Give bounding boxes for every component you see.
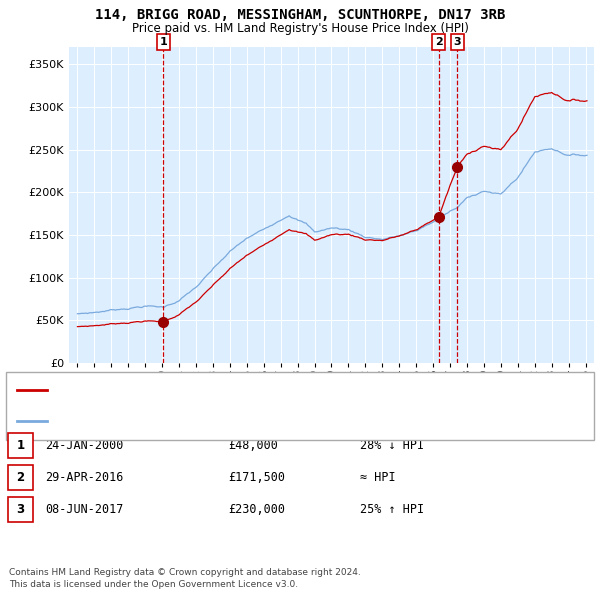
Text: 3: 3: [454, 37, 461, 47]
Text: 2: 2: [435, 37, 443, 47]
Text: HPI: Average price, detached house, North Lincolnshire: HPI: Average price, detached house, Nort…: [53, 416, 341, 426]
Text: 114, BRIGG ROAD, MESSINGHAM, SCUNTHORPE, DN17 3RB: 114, BRIGG ROAD, MESSINGHAM, SCUNTHORPE,…: [95, 8, 505, 22]
Text: £171,500: £171,500: [228, 471, 285, 484]
Text: £48,000: £48,000: [228, 439, 278, 452]
Text: 28% ↓ HPI: 28% ↓ HPI: [360, 439, 424, 452]
Text: Contains HM Land Registry data © Crown copyright and database right 2024.
This d: Contains HM Land Registry data © Crown c…: [9, 568, 361, 589]
Text: 3: 3: [16, 503, 25, 516]
Text: 1: 1: [160, 37, 167, 47]
Text: £230,000: £230,000: [228, 503, 285, 516]
Text: 2: 2: [16, 471, 25, 484]
Text: 24-JAN-2000: 24-JAN-2000: [45, 439, 124, 452]
Text: 114, BRIGG ROAD, MESSINGHAM, SCUNTHORPE, DN17 3RB (detached house): 114, BRIGG ROAD, MESSINGHAM, SCUNTHORPE,…: [53, 385, 457, 395]
Text: 25% ↑ HPI: 25% ↑ HPI: [360, 503, 424, 516]
Text: Price paid vs. HM Land Registry's House Price Index (HPI): Price paid vs. HM Land Registry's House …: [131, 22, 469, 35]
Text: 1: 1: [16, 439, 25, 452]
Text: ≈ HPI: ≈ HPI: [360, 471, 395, 484]
Text: 29-APR-2016: 29-APR-2016: [45, 471, 124, 484]
Text: 08-JUN-2017: 08-JUN-2017: [45, 503, 124, 516]
